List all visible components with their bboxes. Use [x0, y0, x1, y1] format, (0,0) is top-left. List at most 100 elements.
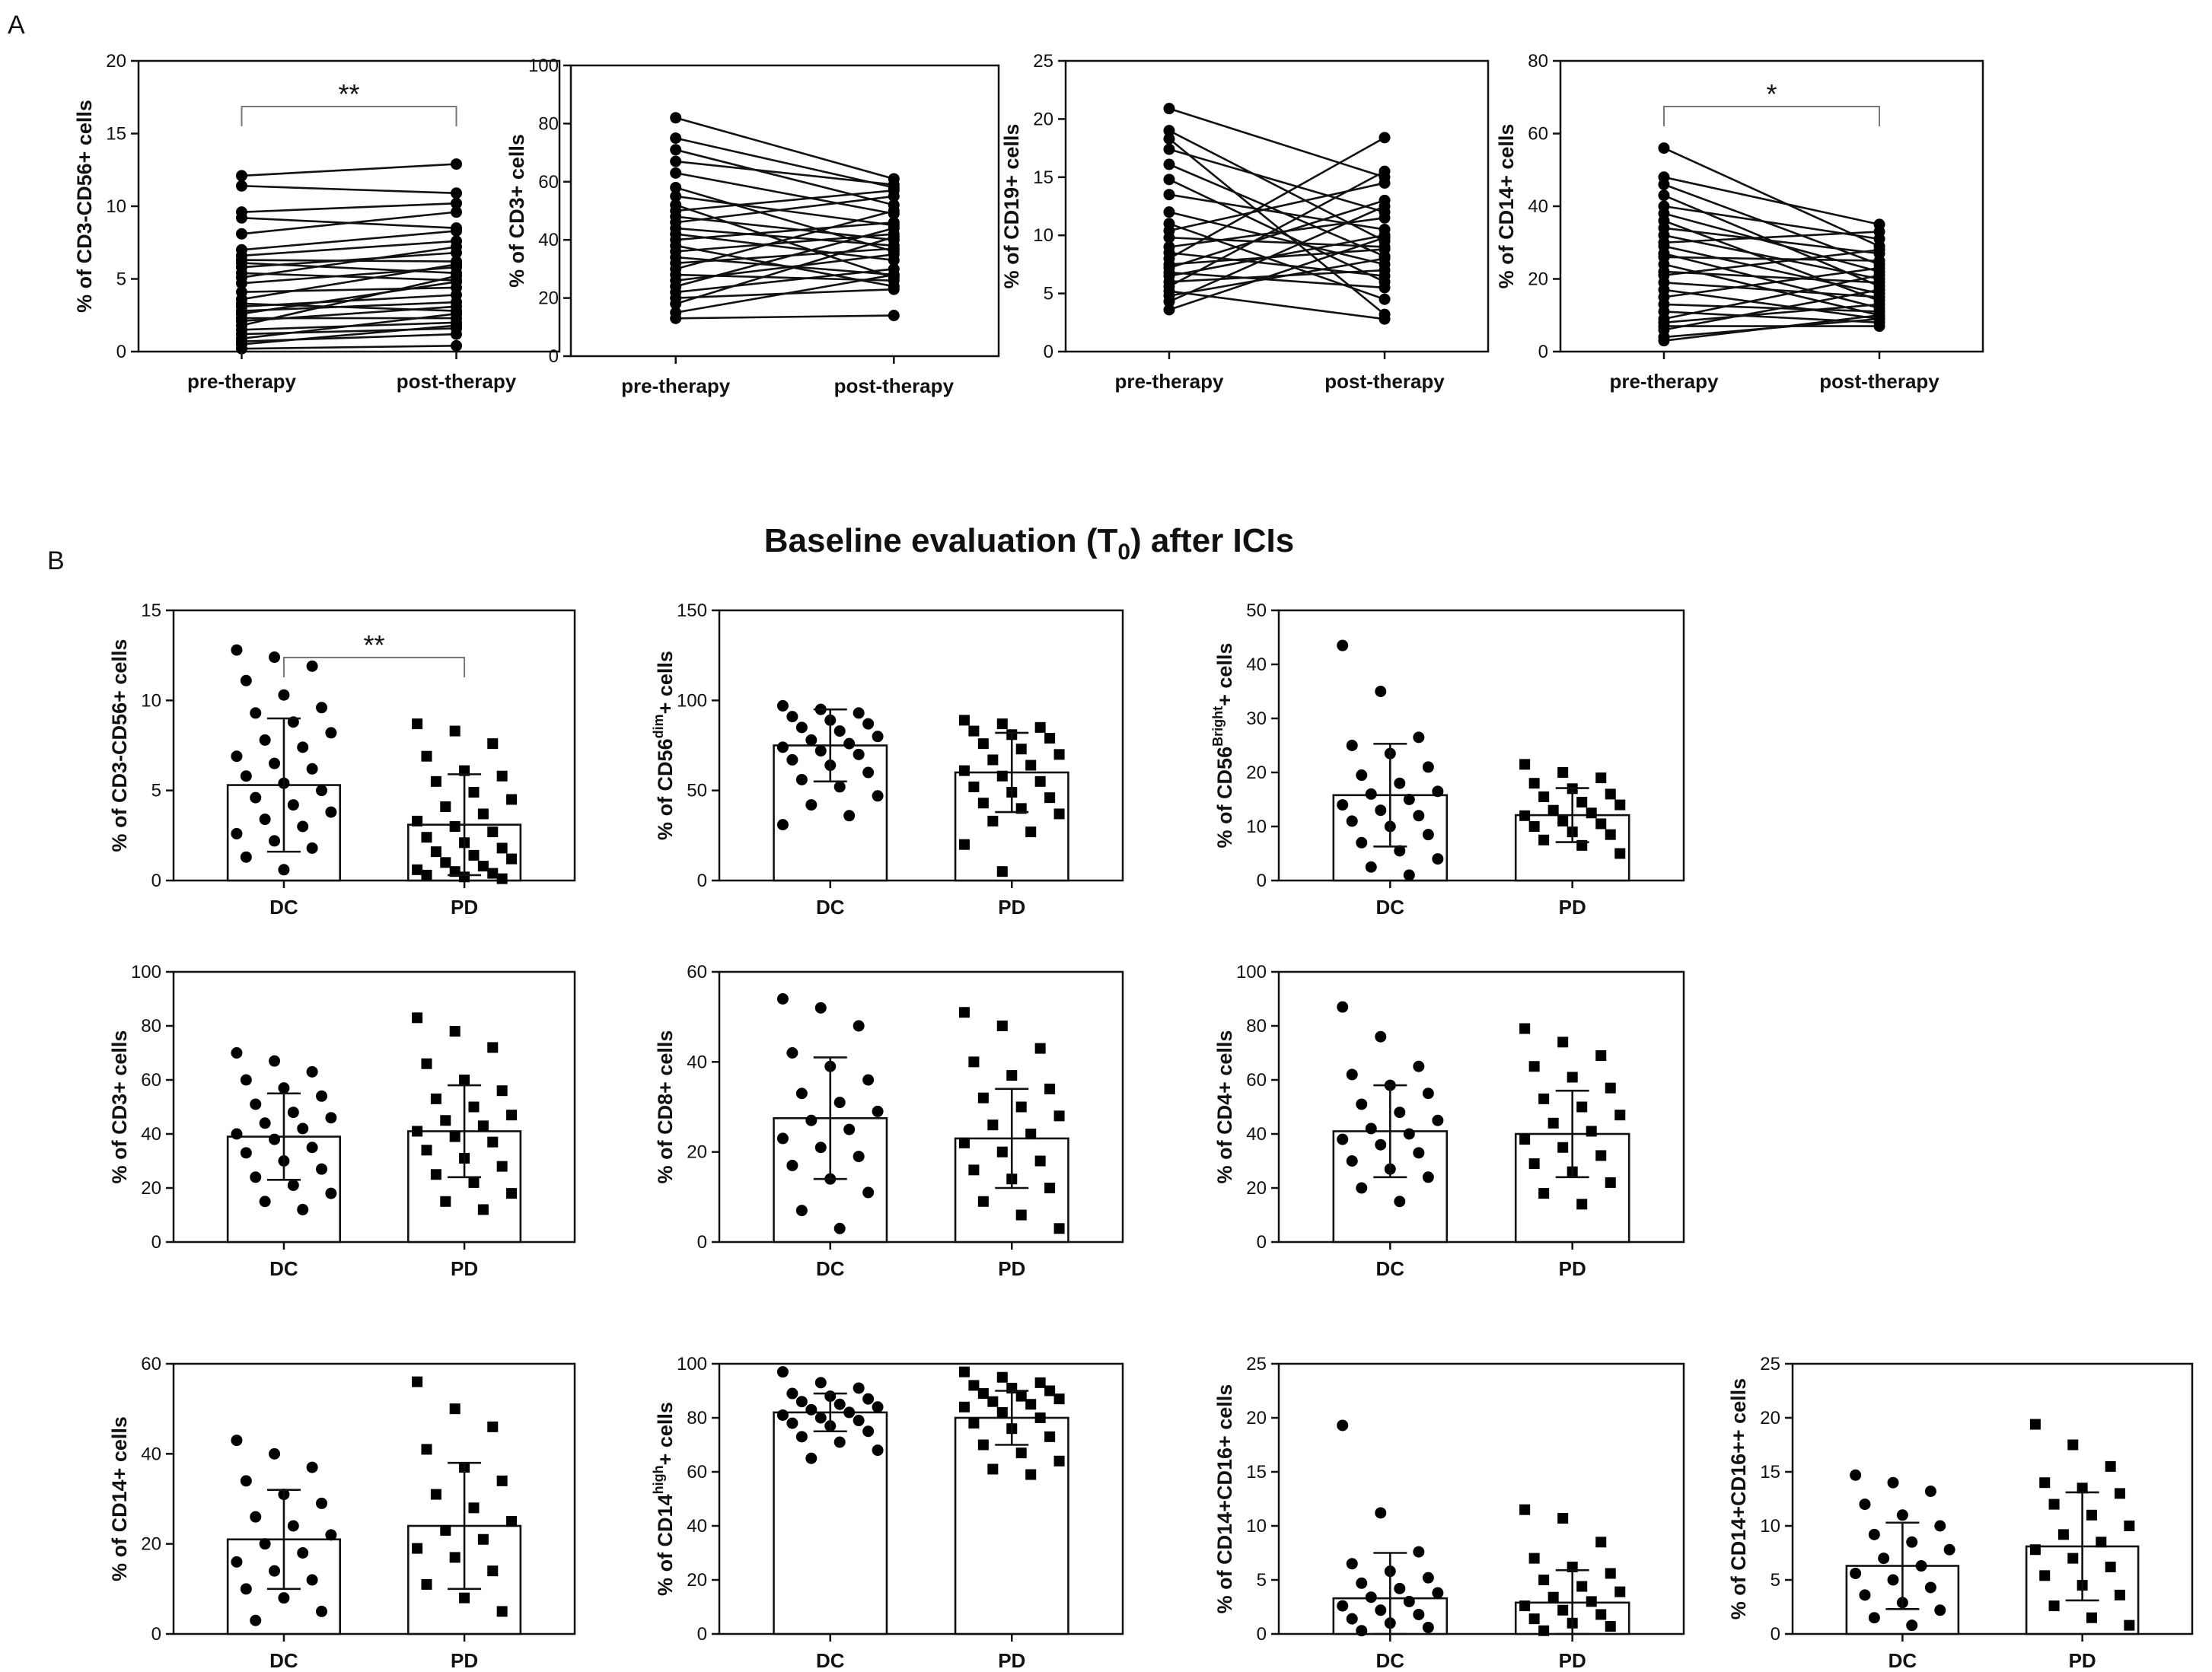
- data-point: [1432, 853, 1444, 865]
- y-axis-label: % of CD14+ cells: [1495, 124, 1518, 289]
- series-line: [675, 233, 894, 262]
- series-line: [241, 305, 457, 323]
- pre-therapy-point: [235, 342, 247, 355]
- data-point: [968, 725, 980, 737]
- data-point: [1422, 829, 1434, 841]
- series-line: [241, 211, 457, 235]
- series-line: [241, 324, 457, 346]
- pre-therapy-point: [235, 212, 247, 224]
- x-tick-label: DC: [1376, 1257, 1405, 1280]
- data-point: [853, 1020, 865, 1032]
- post-therapy-point: [888, 222, 900, 234]
- post-therapy-point: [1873, 298, 1885, 311]
- data-point: [250, 1614, 262, 1626]
- data-point: [496, 873, 508, 884]
- series-line: [1168, 148, 1385, 213]
- data-point: [814, 1412, 827, 1424]
- data-point: [1422, 1171, 1434, 1183]
- data-point: [996, 1406, 1008, 1418]
- data-point: [421, 1444, 432, 1455]
- data-point: [1365, 1123, 1377, 1135]
- data-point: [1337, 1133, 1349, 1145]
- post-therapy-point: [451, 307, 463, 320]
- y-tick-label: 60: [141, 1354, 161, 1374]
- pre-therapy-point: [670, 112, 682, 124]
- data-point: [496, 1606, 508, 1617]
- y-tick-label: 25: [1760, 1354, 1780, 1374]
- data-point: [1519, 1504, 1531, 1515]
- data-point: [833, 781, 846, 793]
- post-therapy-point: [451, 187, 463, 199]
- plot-frame: [1277, 609, 1685, 882]
- y-tick-label: 100: [1236, 962, 1267, 982]
- y-tick-label: 20: [106, 51, 126, 72]
- x-tick-label: pre-therapy: [621, 374, 731, 397]
- post-therapy-point: [451, 258, 463, 270]
- data-point: [1915, 1560, 1927, 1572]
- series-line: [1663, 288, 1880, 331]
- data-point: [306, 1142, 318, 1154]
- series-line: [675, 236, 894, 305]
- data-point: [459, 1592, 470, 1604]
- data-point: [1605, 788, 1616, 800]
- y-tick-label: 15: [1246, 1462, 1267, 1483]
- data-point: [1053, 1455, 1065, 1467]
- y-tick-label: 15: [1033, 167, 1053, 188]
- series-line: [241, 286, 457, 293]
- series-line: [1663, 234, 1880, 280]
- x-tick-label: DC: [269, 1257, 298, 1280]
- y-tick-label: 50: [1246, 600, 1267, 621]
- y-tick-label: 0: [151, 1624, 161, 1645]
- plot-frame: [718, 970, 1124, 1244]
- data-point: [1394, 1582, 1406, 1594]
- data-point: [853, 707, 865, 719]
- series-line: [1168, 290, 1385, 320]
- data-point: [1576, 797, 1588, 808]
- data-point: [1547, 1591, 1559, 1603]
- data-point: [805, 734, 818, 746]
- data-point: [1906, 1536, 1918, 1548]
- data-point: [1337, 1001, 1349, 1013]
- pre-therapy-point: [1163, 231, 1175, 244]
- y-tick-label: 20: [538, 288, 559, 309]
- data-point: [1034, 1412, 1046, 1423]
- pre-therapy-point: [1163, 103, 1175, 115]
- series-line: [241, 313, 457, 340]
- panel-b-title-end: ) after ICIs: [1130, 522, 1294, 559]
- series-line: [1168, 199, 1385, 269]
- y-tick-label: 5: [151, 781, 161, 801]
- data-point: [231, 1435, 243, 1447]
- data-point: [795, 1396, 808, 1408]
- data-point: [477, 861, 489, 872]
- data-point: [1346, 1068, 1358, 1081]
- panel-b-title: Baseline evaluation (T0) after ICIs: [764, 522, 1294, 565]
- data-point: [496, 1085, 508, 1097]
- x-tick-label: DC: [1376, 1649, 1405, 1672]
- data-point: [306, 1574, 318, 1586]
- data-point: [269, 651, 281, 664]
- data-point: [833, 1222, 846, 1234]
- data-point: [1614, 1110, 1626, 1121]
- chart-A4: 0 20 40 60 80 % of CD14+ cells pre-therapy post…: [1495, 51, 1984, 393]
- post-therapy-point: [1379, 264, 1391, 276]
- series-line: [1663, 303, 1880, 324]
- post-therapy-point: [1379, 231, 1391, 244]
- y-tick-label: 15: [1760, 1462, 1780, 1483]
- data-point: [1519, 1023, 1531, 1034]
- post-therapy-point: [451, 328, 463, 340]
- data-point: [430, 1489, 441, 1500]
- data-point: [1934, 1604, 1946, 1616]
- x-tick-label: pre-therapy: [1114, 370, 1224, 393]
- data-point: [316, 1605, 328, 1617]
- data-point: [2096, 1537, 2107, 1548]
- post-therapy-point: [451, 158, 463, 170]
- data-point: [1519, 1134, 1531, 1145]
- data-point: [1547, 1117, 1559, 1129]
- data-point: [853, 748, 865, 760]
- data-point: [968, 1418, 980, 1429]
- data-point: [862, 1425, 875, 1438]
- x-tick-label: PD: [2069, 1649, 2096, 1672]
- data-point: [814, 1002, 827, 1014]
- significance-bracket: [241, 106, 457, 126]
- y-tick-label: 0: [697, 871, 707, 891]
